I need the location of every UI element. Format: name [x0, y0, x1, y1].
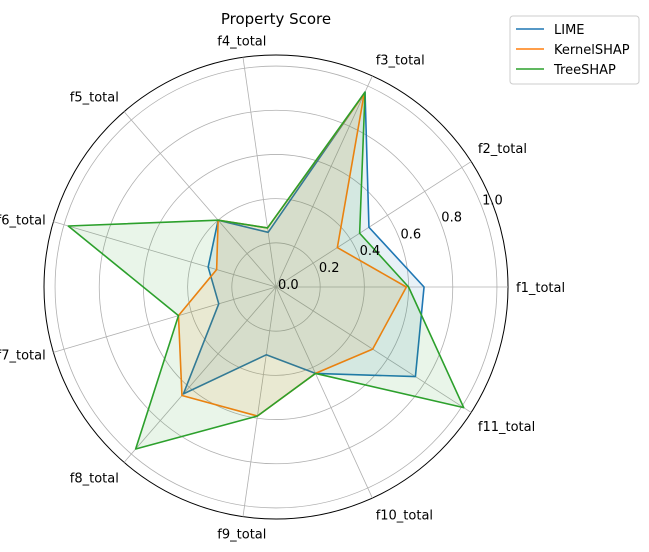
series-area	[67, 91, 465, 450]
legend-label-lime: LIME	[554, 23, 585, 38]
axis-labels: 0.0 0.2 0.4 0.6 0.8 1.0 f1_total f2_total f3_tot…	[0, 34, 565, 542]
angular-gridline	[123, 111, 277, 288]
legend: LIME KernelSHAP TreeSHAP	[509, 15, 640, 85]
angular-gridline	[275, 161, 472, 288]
angular-gridline	[275, 286, 472, 413]
series-fill-treeshap	[68, 92, 464, 449]
angular-gridline	[242, 57, 277, 288]
legend-box	[509, 15, 640, 85]
series-line-lime	[182, 91, 425, 395]
radial-tick-label: 0.8	[441, 210, 462, 225]
axis-label-f7-total: f7_total	[0, 349, 46, 364]
axis-label-f9-total: f9_total	[217, 528, 266, 543]
axis-label-f2-total: f2_total	[478, 142, 527, 157]
angular-gridline	[53, 221, 277, 288]
series-fill-lime	[183, 92, 425, 394]
radial-tick-label: 1.0	[482, 193, 503, 208]
grid	[43, 54, 509, 520]
radial-tick-label: 0.4	[360, 244, 381, 259]
legend-label-kernelshap: KernelSHAP	[554, 43, 630, 58]
chart-title: Property Score	[221, 10, 331, 28]
axis-label-f4-total: f4_total	[217, 34, 266, 49]
axis-label-f8-total: f8_total	[70, 471, 119, 486]
legend-label-treeshap: TreeSHAP	[553, 63, 616, 78]
angular-gridline	[53, 286, 277, 353]
axis-label-f10-total: f10_total	[376, 508, 433, 523]
radial-tick-label: 0.2	[319, 261, 340, 276]
axis-label-f1-total: f1_total	[516, 281, 565, 296]
axis-label-f6-total: f6_total	[0, 213, 46, 228]
axis-label-f3-total: f3_total	[376, 54, 425, 69]
angular-gridline	[275, 75, 373, 288]
series-line-treeshap	[67, 91, 465, 450]
angular-gridline	[242, 286, 277, 517]
axis-label-f5-total: f5_total	[70, 91, 119, 106]
angular-gridline	[123, 286, 277, 463]
radial-tick-label: 0.6	[400, 227, 421, 242]
angular-gridline	[275, 286, 373, 499]
series-line-kernelshap	[177, 93, 408, 417]
radial-tick-label: 0.0	[278, 278, 299, 293]
axis-label-f11-total: f11_total	[478, 420, 535, 435]
